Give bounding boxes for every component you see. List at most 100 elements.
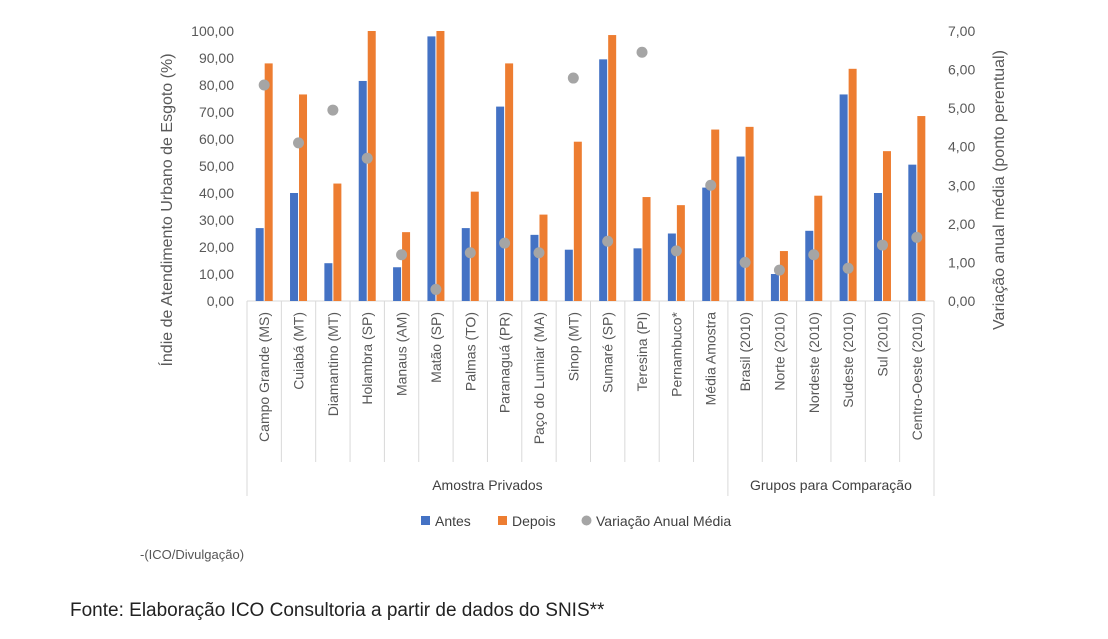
- y-tick-label: 10,00: [199, 266, 234, 282]
- category-label: Nordeste (2010): [806, 312, 822, 413]
- bar-antes: [702, 187, 711, 301]
- bar-depois: [573, 141, 582, 301]
- source-note: Fonte: Elaboração ICO Consultoria a part…: [70, 600, 605, 621]
- bar-depois: [367, 31, 376, 301]
- marker-variacao: [842, 262, 854, 274]
- category-label: Brasil (2010): [737, 312, 753, 391]
- marker-variacao: [911, 231, 923, 243]
- marker-variacao: [670, 245, 682, 257]
- y-tick-label: 0,00: [207, 293, 234, 309]
- right-axis-ticks: 0,00 1,00 2,00 3,00 4,00 5,00 6,00 7,00: [948, 23, 975, 309]
- legend-swatch: [581, 515, 592, 526]
- bar-depois: [917, 116, 926, 301]
- group-label: Amostra Privados: [432, 477, 542, 493]
- marker-variacao: [361, 152, 373, 164]
- bar-depois: [882, 151, 891, 301]
- marker-variacao: [464, 247, 476, 259]
- bar-antes: [290, 193, 299, 301]
- category-label: Holambra (SP): [359, 312, 375, 405]
- bar-antes: [564, 249, 573, 301]
- y2-tick-label: 5,00: [948, 100, 975, 116]
- marker-variacao: [636, 46, 648, 58]
- image-caption: -(ICO/Divulgação): [140, 547, 245, 562]
- bar-antes: [736, 156, 745, 301]
- category-label: Campo Grande (MS): [256, 312, 272, 442]
- legend-label: Depois: [512, 513, 556, 529]
- marker-variacao: [705, 179, 717, 191]
- bar-antes: [358, 80, 367, 301]
- category-axis-frame: [246, 300, 935, 496]
- legend-label: Antes: [435, 513, 471, 529]
- bar-antes: [908, 164, 917, 301]
- y2-tick-label: 7,00: [948, 23, 975, 39]
- bar-depois: [470, 191, 479, 301]
- y-tick-label: 40,00: [199, 185, 234, 201]
- bar-antes: [530, 234, 539, 301]
- bar-antes: [770, 274, 779, 301]
- category-label: Teresina (PI): [634, 312, 650, 391]
- bar-depois: [848, 68, 857, 301]
- y2-tick-label: 0,00: [948, 293, 975, 309]
- category-label: Paranaguá (PR): [497, 312, 513, 413]
- y-tick-label: 20,00: [199, 239, 234, 255]
- bar-antes: [427, 36, 436, 302]
- bar-depois: [505, 63, 514, 302]
- bars: [255, 31, 926, 302]
- legend-swatch: [421, 516, 430, 525]
- marker-variacao: [533, 247, 545, 259]
- bar-depois: [402, 232, 411, 301]
- marker-variacao: [739, 256, 751, 268]
- category-label: Cuiabá (MT): [291, 312, 307, 390]
- markers: [258, 46, 923, 295]
- y2-tick-label: 1,00: [948, 254, 975, 270]
- bar-antes: [633, 248, 642, 301]
- bar-antes: [461, 228, 470, 301]
- category-label: Sumaré (SP): [600, 312, 616, 393]
- bar-depois: [814, 195, 823, 301]
- legend: Antes Depois Variação Anual Média: [421, 513, 731, 529]
- marker-variacao: [293, 137, 305, 149]
- marker-variacao: [602, 235, 614, 247]
- category-label: Média Amostra: [703, 312, 719, 406]
- y-tick-label: 90,00: [199, 50, 234, 66]
- bar-antes: [599, 59, 608, 301]
- category-label: Sudeste (2010): [840, 312, 856, 408]
- bar-depois: [642, 197, 651, 301]
- marker-variacao: [396, 249, 408, 261]
- bar-antes: [839, 94, 848, 301]
- y2-tick-label: 2,00: [948, 216, 975, 232]
- category-label: Sinop (MT): [565, 312, 581, 381]
- group-labels: Amostra Privados Grupos para Comparação: [432, 477, 912, 493]
- category-labels: Campo Grande (MS) Cuiabá (MT) Diamantino (…: [256, 311, 925, 444]
- bar-depois: [299, 94, 308, 301]
- category-label: Pernambuco*: [668, 311, 684, 396]
- marker-variacao: [808, 249, 820, 261]
- category-label: Manaus (AM): [394, 312, 410, 396]
- bar-antes: [393, 267, 402, 301]
- category-label: Centro-Oeste (2010): [909, 312, 925, 440]
- y2-axis-title: Variação anual média (ponto perentual): [991, 50, 1008, 330]
- bar-antes: [805, 230, 814, 301]
- group-label: Grupos para Comparação: [750, 477, 912, 493]
- legend-swatch: [498, 516, 507, 525]
- bar-depois: [436, 31, 445, 301]
- marker-variacao: [773, 264, 785, 276]
- bar-depois: [608, 35, 617, 302]
- bar-antes: [496, 106, 505, 301]
- y2-tick-label: 3,00: [948, 177, 975, 193]
- marker-variacao: [430, 283, 442, 295]
- category-label: Paço do Lumiar (MA): [531, 312, 547, 444]
- y-tick-label: 100,00: [191, 23, 234, 39]
- bar-depois: [539, 214, 548, 301]
- y2-tick-label: 4,00: [948, 139, 975, 155]
- bar-depois: [264, 63, 273, 302]
- bar-depois: [745, 126, 754, 301]
- legend-label: Variação Anual Média: [596, 513, 731, 529]
- marker-variacao: [876, 239, 888, 251]
- category-label: Matão (SP): [428, 312, 444, 383]
- marker-variacao: [258, 79, 270, 91]
- y-tick-label: 80,00: [199, 77, 234, 93]
- marker-variacao: [567, 72, 579, 84]
- y-tick-label: 30,00: [199, 212, 234, 228]
